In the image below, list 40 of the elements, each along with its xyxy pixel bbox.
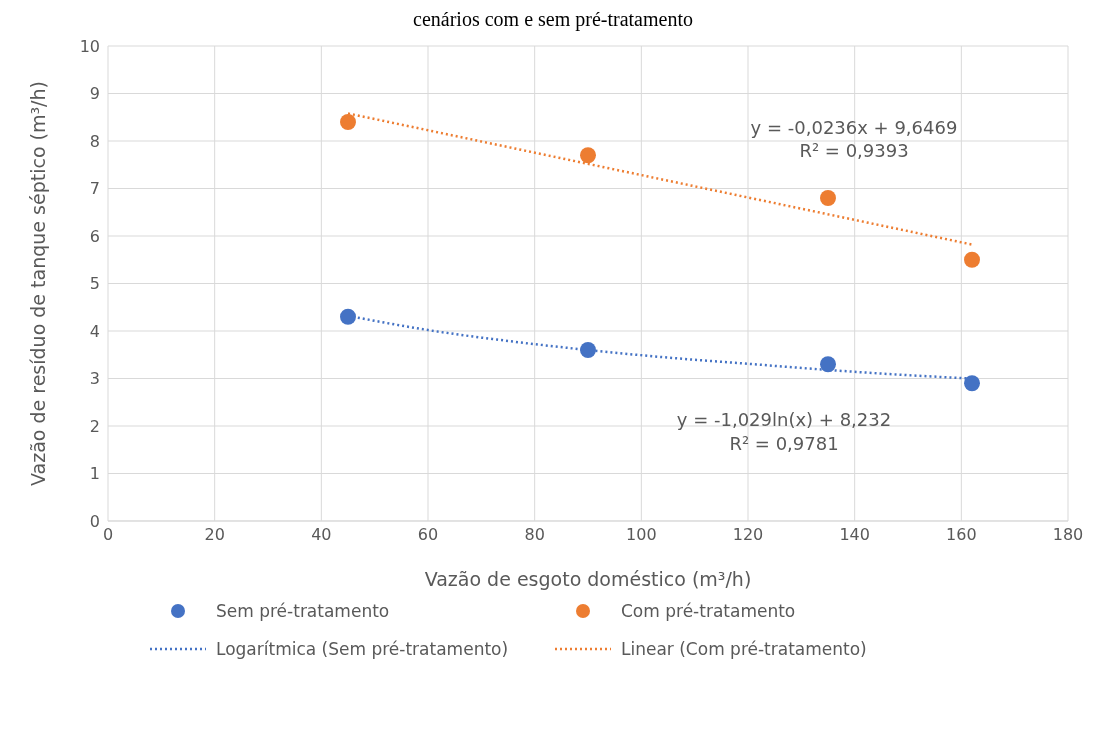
y-tick-label: 3 [89, 369, 100, 389]
y-tick-label: 5 [89, 274, 100, 294]
x-tick-label: 180 [1052, 525, 1084, 545]
point [964, 375, 980, 392]
legend-label: Linear (Com pré-tratamento) [621, 639, 867, 659]
y-axis-title: Vazão de resíduo de tanque séptico (m³/h) [26, 81, 49, 486]
y-tick-label: 7 [89, 179, 100, 199]
annotation: R² = 0,9393 [799, 139, 909, 161]
annotation: y = -0,0236x + 9,6469 [750, 116, 958, 138]
x-tick-label: 160 [946, 525, 977, 545]
annotation: y = -1,029ln(x) + 8,232 [676, 408, 892, 430]
chart-title: cenários com e sem pré-tratamento [412, 8, 694, 31]
y-tick-label: 1 [89, 464, 100, 484]
legend-label: Logarítmica (Sem pré-tratamento) [216, 639, 509, 659]
x-tick-label: 120 [732, 525, 764, 545]
y-tick-label: 8 [89, 131, 100, 151]
point [340, 114, 356, 130]
point [340, 308, 356, 325]
x-tick-label: 80 [524, 525, 545, 545]
x-tick-label: 40 [311, 525, 332, 545]
x-tick-label: 0 [102, 525, 114, 545]
x-tick-label: 140 [839, 525, 870, 545]
y-tick-label: 10 [79, 36, 100, 56]
point [580, 342, 596, 358]
point [580, 147, 596, 164]
legend-label: Sem pré-tratamento [216, 601, 390, 621]
y-tick-label: 6 [89, 226, 100, 246]
annotation: R² = 0,9781 [729, 432, 839, 454]
x-tick-label: 60 [417, 525, 439, 545]
point [820, 356, 836, 373]
y-tick-label: 9 [89, 84, 100, 104]
y-tick-label: 2 [89, 416, 100, 436]
point [820, 190, 836, 206]
point [964, 251, 980, 268]
x-tick-label: 100 [626, 525, 657, 545]
legend-label: Com pré-tratamento [621, 601, 796, 621]
x-tick-label: 20 [204, 525, 225, 545]
x-axis-title: Vazão de esgoto doméstico (m³/h) [424, 568, 752, 590]
y-tick-label: 4 [89, 321, 100, 341]
y-tick-label: 0 [89, 511, 100, 531]
